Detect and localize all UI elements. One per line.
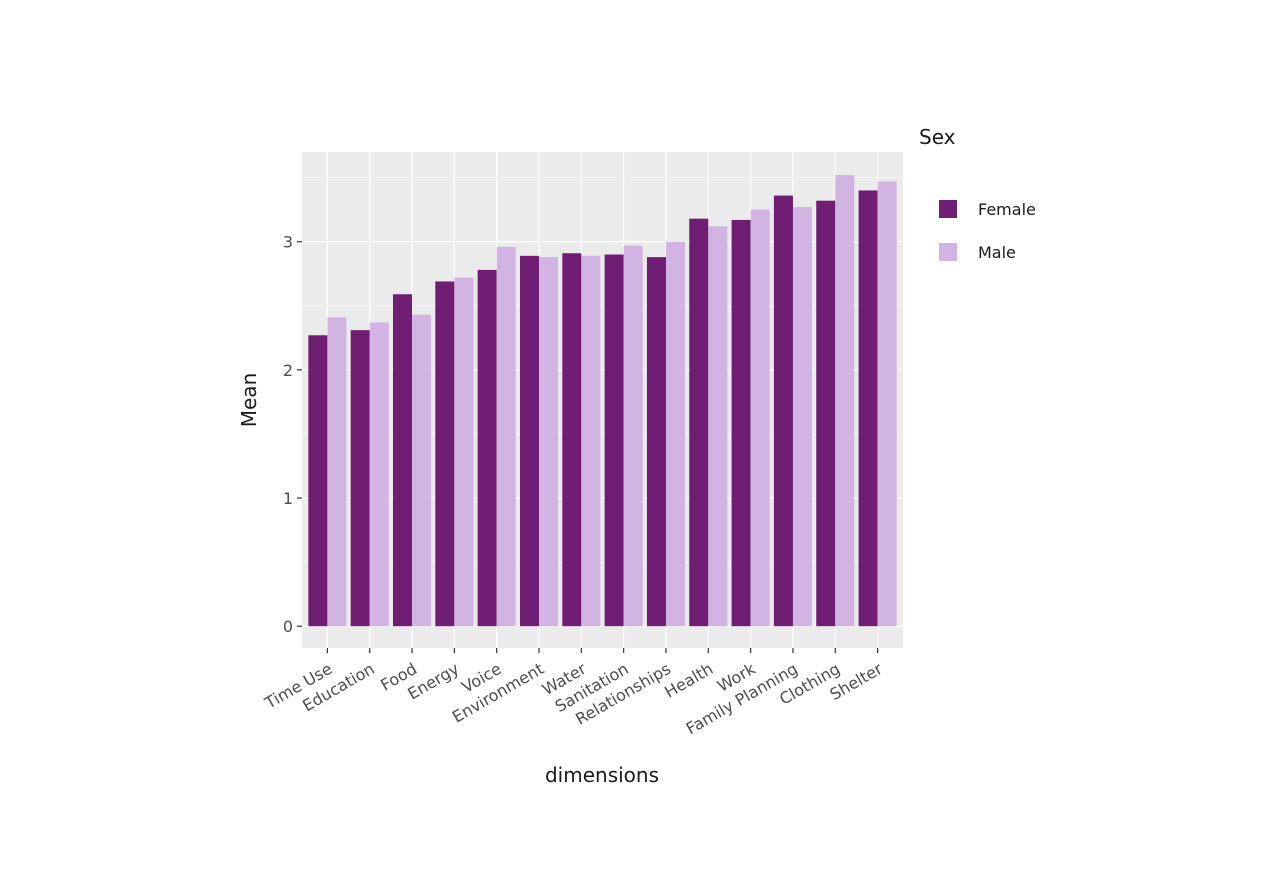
panel-background — [302, 152, 903, 648]
bar-female — [435, 281, 455, 627]
bar-male — [369, 322, 389, 627]
bar-male — [539, 257, 559, 627]
y-tick-label: 1 — [283, 489, 293, 508]
legend-label-male: Male — [978, 243, 1016, 262]
bar-female — [773, 195, 793, 627]
bar-female — [731, 219, 751, 627]
bar-female — [816, 200, 836, 627]
bar-female — [392, 294, 413, 627]
bar-female — [519, 255, 540, 627]
bar-male — [708, 226, 728, 627]
x-tick-label: Health — [661, 659, 716, 702]
bar-female — [646, 257, 666, 627]
legend: Female Male — [939, 200, 1036, 262]
bar-male — [454, 277, 474, 627]
bar-male — [665, 241, 686, 627]
bar-female — [477, 269, 497, 627]
y-tick-label: 2 — [283, 361, 293, 380]
x-axis-title: dimensions — [545, 763, 659, 787]
bar-female — [858, 190, 878, 627]
bar-male — [877, 181, 897, 627]
y-axis: 0 1 2 3 — [283, 233, 302, 636]
y-tick-label: 0 — [283, 617, 293, 636]
legend-title: Sex — [919, 125, 956, 149]
legend-label-female: Female — [978, 200, 1036, 219]
bar-female — [689, 218, 709, 627]
bar-male — [835, 175, 855, 627]
y-axis-title: Mean — [237, 373, 261, 428]
y-tick-label: 3 — [283, 233, 293, 252]
bar-female — [562, 253, 582, 627]
bar-male — [792, 207, 813, 627]
bar-male — [412, 314, 432, 627]
legend-swatch-female — [939, 200, 957, 218]
bar-female — [604, 254, 624, 627]
bars — [308, 175, 897, 627]
bar-male — [750, 209, 770, 627]
bar-male — [327, 317, 347, 627]
bar-female — [350, 330, 370, 627]
bar-male — [496, 246, 516, 627]
bar-male — [623, 245, 643, 627]
legend-swatch-male — [939, 243, 957, 261]
bar-female — [308, 335, 328, 627]
bar-male — [581, 255, 601, 627]
